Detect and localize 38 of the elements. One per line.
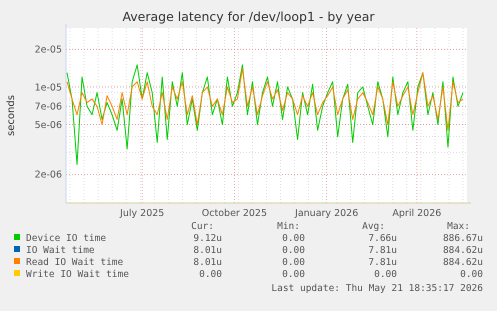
text: 0.00 [282,233,306,244]
text: 0.00 [282,269,306,280]
legend-label: Write IO Wait time [26,269,130,280]
text: 7.81u [368,257,397,268]
text: 0.00 [460,269,484,280]
text: 8.01u [193,257,222,268]
text: Avg: [362,221,385,232]
text: 0.00 [374,269,398,280]
y-tick-label: 2e-06 [34,170,62,181]
text: 0.00 [282,245,306,256]
y-tick-label: 2e-05 [34,44,62,56]
y-tick-label: 1e-05 [34,82,62,94]
y-tick-label: 5e-06 [34,120,62,131]
text: 7.66u [368,233,397,244]
x-tick-label: October 2025 [202,208,268,219]
legend-label: Read IO Wait time [26,257,124,268]
text: Min: [277,221,300,232]
legend-label: IO Wait time [26,245,95,256]
text: 884.62u [442,245,483,256]
x-tick-label: January 2026 [294,208,358,219]
legend-label: Device IO time [26,233,106,244]
text: 0.00 [282,257,306,268]
line-series [66,68,464,131]
chart-title: Average latency for /dev/loop1 - by year [122,9,376,24]
x-tick-label: April 2026 [392,208,442,219]
y-tick-label: 7e-06 [34,102,62,113]
text: Last update: Thu May 21 18:35:17 2026 [271,283,484,294]
text: 7.81u [368,245,397,256]
text: 0.00 [199,269,222,280]
text: 884.62u [442,257,483,268]
text: 886.67u [442,233,483,244]
text: Cur: [191,221,214,232]
y-axis-title: seconds [6,95,17,136]
text: 8.01u [193,245,222,256]
text: Max: [447,221,470,232]
x-tick-label: July 2025 [119,208,164,219]
text: 9.12u [193,233,222,244]
line-series [66,64,464,165]
